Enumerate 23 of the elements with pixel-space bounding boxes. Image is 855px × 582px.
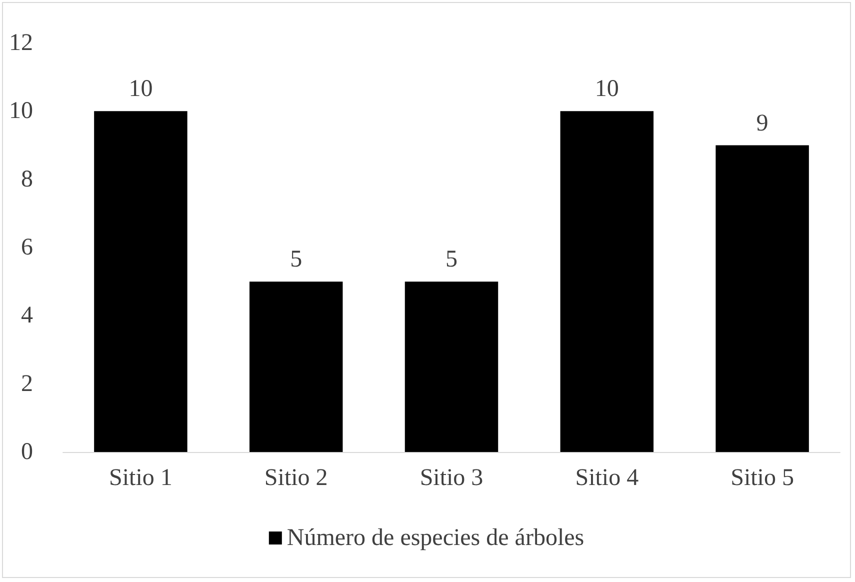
bar: [404, 282, 498, 452]
y-tick-label: 2: [21, 370, 33, 397]
legend-label: Número de especies de árboles: [286, 525, 584, 551]
y-tick-label: 6: [21, 234, 33, 260]
x-tick-label: Sitio 2: [264, 465, 328, 491]
bar: [249, 282, 343, 452]
y-tick-label: 0: [21, 439, 33, 465]
data-label: 10: [594, 76, 619, 102]
y-tick-label: 4: [21, 302, 33, 329]
bar: [716, 145, 809, 452]
y-tick-label: 8: [21, 166, 33, 192]
y-tick-label: 12: [9, 30, 33, 56]
data-label: 5: [290, 246, 302, 273]
bar: [560, 111, 654, 452]
x-tick-label: Sitio 4: [575, 465, 639, 491]
x-tick-label: Sitio 3: [420, 465, 484, 491]
x-tick-label: Sitio 1: [109, 465, 172, 491]
y-tick-label: 10: [9, 98, 33, 124]
data-label: 9: [756, 110, 768, 136]
x-tick-label: Sitio 5: [730, 465, 794, 491]
data-label: 10: [128, 76, 153, 102]
bar: [94, 111, 188, 452]
data-label: 5: [446, 246, 458, 273]
